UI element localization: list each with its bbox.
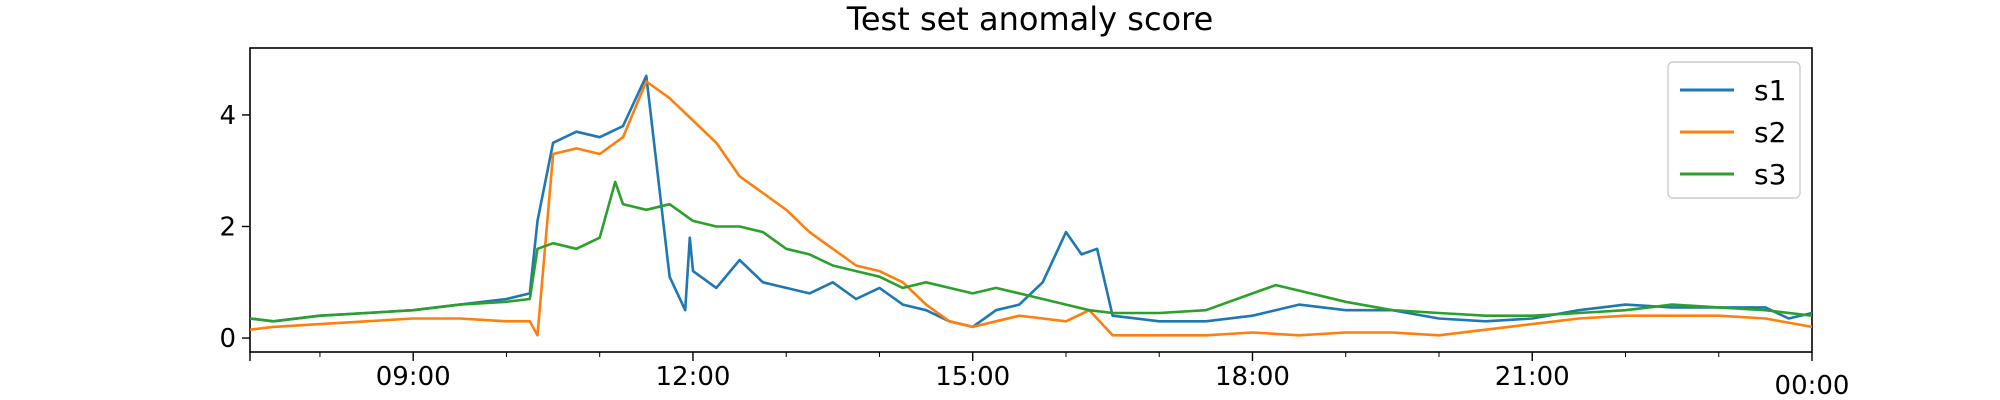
- y-tick-label: 2: [219, 212, 236, 242]
- x-tick-label: 00:00: [1775, 371, 1850, 400]
- x-tick-label: 12:00: [655, 362, 730, 392]
- series-line-s3: [250, 180, 1812, 323]
- y-tick-label: 4: [219, 101, 236, 131]
- x-tick-label: 15:00: [935, 362, 1010, 392]
- series-line-s2: [250, 80, 1812, 337]
- x-tick-label: 09:00: [376, 362, 451, 392]
- legend: s1 s2 s3: [1667, 61, 1801, 199]
- axes-frame: [249, 47, 1813, 353]
- y-tick-label: 0: [219, 324, 236, 354]
- plot-area: 0 2 4 09:00 12:00 15:00 18:00 21:00 00:00: [219, 47, 1850, 400]
- x-tick-label: 18:00: [1215, 362, 1290, 392]
- chart-title: Test set anomaly score: [846, 0, 1214, 38]
- series-line-s1: [250, 74, 1812, 329]
- legend-label-s2: s2: [1754, 116, 1786, 149]
- x-tick-label: 21:00: [1495, 362, 1570, 392]
- legend-label-s3: s3: [1754, 158, 1786, 191]
- legend-label-s1: s1: [1754, 74, 1786, 107]
- legend-box: [1667, 61, 1801, 199]
